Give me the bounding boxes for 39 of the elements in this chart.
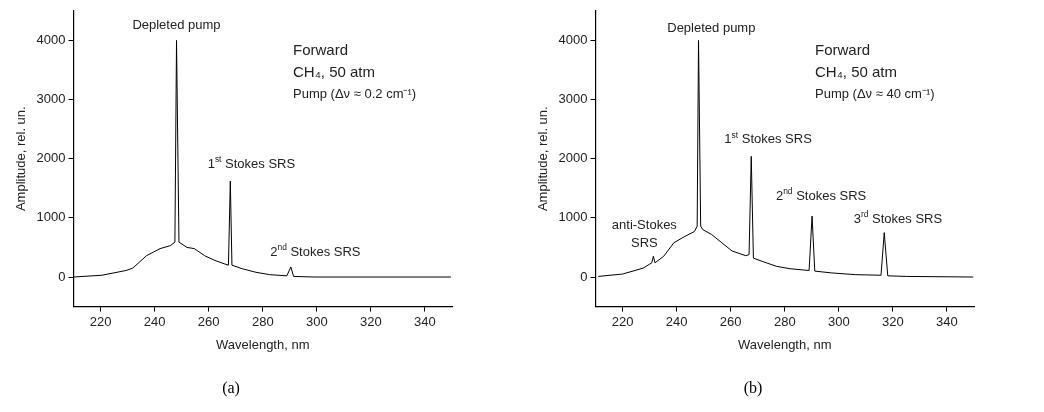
x-tick-label: 240 bbox=[143, 313, 166, 329]
y-tick-label: 1000 bbox=[558, 209, 588, 225]
y-tick-label: 0 bbox=[58, 268, 66, 284]
annotation: Pump (Δν ≈ 40 cm⁻¹) bbox=[815, 86, 935, 102]
y-tick-label: 2000 bbox=[558, 150, 588, 166]
x-tick-label: 220 bbox=[89, 313, 112, 329]
x-tick-label: 220 bbox=[611, 313, 634, 329]
annotation: Forward bbox=[815, 40, 871, 58]
annotation: CH₄, 50 atm bbox=[815, 62, 898, 80]
y-tick-label: 4000 bbox=[558, 31, 588, 47]
x-tick-label: 260 bbox=[719, 313, 742, 329]
y-axis-title: Amplitude, rel. un. bbox=[535, 106, 551, 212]
y-tick-label: 3000 bbox=[36, 91, 66, 107]
annotation: Forward bbox=[293, 40, 349, 58]
annotation: Depleted pump bbox=[667, 19, 756, 35]
y-tick-label: 0 bbox=[580, 268, 588, 284]
annotation: CH₄, 50 atm bbox=[293, 62, 376, 80]
x-tick-label: 340 bbox=[936, 313, 958, 329]
x-tick-label: 320 bbox=[360, 313, 382, 329]
x-tick-label: 260 bbox=[197, 313, 220, 329]
annotation: Pump (Δν ≈ 0.2 cm⁻¹) bbox=[293, 86, 417, 102]
y-tick-label: 2000 bbox=[36, 150, 66, 166]
y-tick-label: 1000 bbox=[36, 209, 66, 225]
text: (a) bbox=[222, 378, 240, 397]
x-tick-label: 300 bbox=[305, 313, 328, 329]
y-tick-label: 4000 bbox=[36, 31, 66, 47]
x-axis-title: Wavelength, nm bbox=[738, 336, 832, 352]
x-tick-label: 340 bbox=[414, 313, 436, 329]
y-axis-title: Amplitude, rel. un. bbox=[13, 106, 29, 212]
y-tick-label: 3000 bbox=[558, 91, 588, 107]
x-tick-label: 280 bbox=[773, 313, 796, 329]
x-axis-title: Wavelength, nm bbox=[216, 336, 310, 352]
text: (b) bbox=[743, 378, 763, 397]
x-tick-label: 280 bbox=[251, 313, 274, 329]
annotation: Depleted pump bbox=[132, 17, 221, 33]
x-tick-label: 320 bbox=[882, 313, 904, 329]
x-tick-label: 240 bbox=[665, 313, 688, 329]
annotation: anti-Stokes SRS bbox=[611, 217, 678, 250]
x-tick-label: 300 bbox=[827, 313, 850, 329]
